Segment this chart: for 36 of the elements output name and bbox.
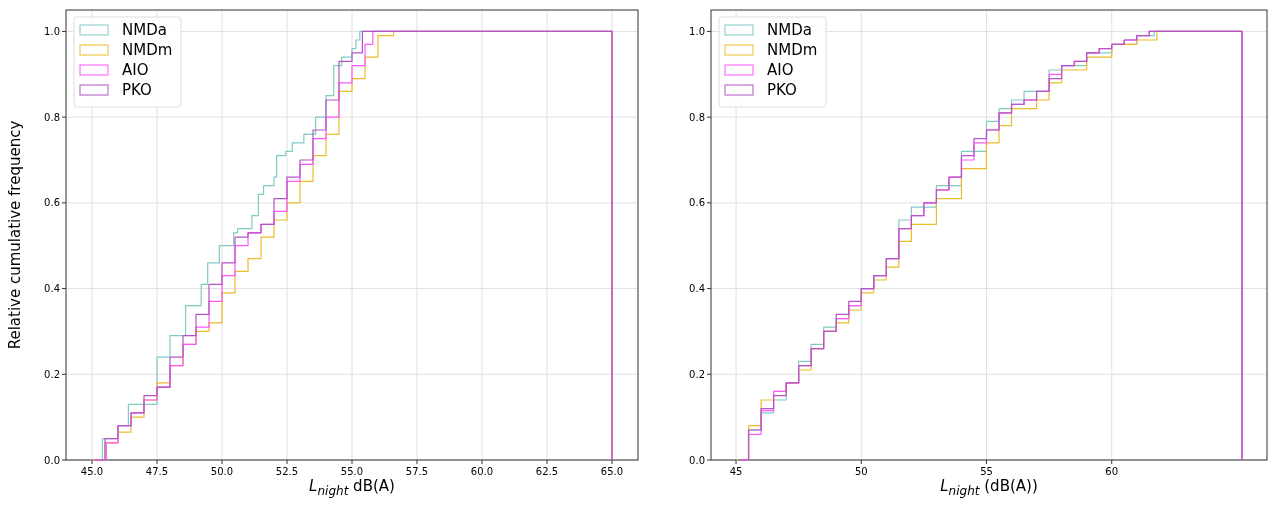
legend-label: NMDa <box>122 21 167 39</box>
x-tick-label: 57.5 <box>405 466 429 477</box>
y-axis-title: Relative cumulative frequency <box>6 120 24 350</box>
y-tick-label: 0.0 <box>44 454 60 466</box>
x-tick-label: 55 <box>980 466 993 477</box>
x-tick-label: 50 <box>854 466 868 477</box>
y-tick-label: 0.0 <box>689 454 705 466</box>
y-tick-label: 0.4 <box>44 283 60 295</box>
x-axis-title: L$_{night}$ (dB(A)) <box>940 477 1038 498</box>
x-tick-label: 55.0 <box>340 466 364 477</box>
legend-label: AIO <box>767 61 794 79</box>
x-tick-label: 52.5 <box>275 466 299 477</box>
legend-label: PKO <box>122 81 152 99</box>
legend-label: PKO <box>767 81 797 99</box>
y-tick-label: 1.0 <box>44 25 60 37</box>
y-tick-label: 0.2 <box>689 368 705 380</box>
y-tick-label: 0.8 <box>44 111 60 123</box>
x-tick-label: 60.0 <box>470 466 494 477</box>
x-tick-label: 62.5 <box>535 466 559 477</box>
x-axis-title: L$_{night}$ dB(A) <box>309 477 395 498</box>
legend-label: NMDm <box>767 41 818 59</box>
legend-label: NMDa <box>767 21 812 39</box>
y-tick-label: 0.6 <box>44 197 60 209</box>
y-tick-label: 0.4 <box>689 283 705 295</box>
x-tick-label: 65.0 <box>600 466 624 477</box>
x-tick-label: 45 <box>729 466 743 477</box>
x-tick-label: 47.5 <box>145 466 169 477</box>
y-tick-label: 1.0 <box>689 25 705 37</box>
legend-label: AIO <box>122 61 149 79</box>
legend-label: NMDm <box>122 41 173 59</box>
x-tick-label: 45.0 <box>80 466 104 477</box>
y-tick-label: 0.6 <box>689 197 705 209</box>
y-tick-label: 0.8 <box>689 111 705 123</box>
x-tick-label: 60 <box>1105 466 1119 477</box>
y-tick-label: 0.2 <box>44 368 60 380</box>
x-tick-label: 50.0 <box>210 466 234 477</box>
